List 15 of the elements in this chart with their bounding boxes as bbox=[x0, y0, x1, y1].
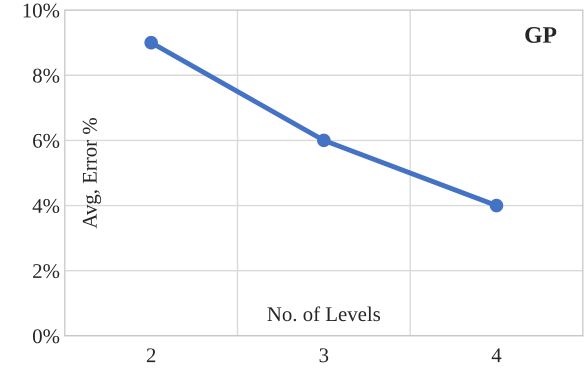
x-tick-label: 3 bbox=[320, 348, 328, 362]
point bbox=[490, 198, 504, 212]
annotation: GP bbox=[525, 27, 556, 43]
y-tick-label: 0% bbox=[32, 329, 60, 344]
x-tick-label: 2 bbox=[146, 348, 156, 362]
x-axis-title: No. of Levels bbox=[267, 306, 380, 322]
y-tick-label: 8% bbox=[32, 68, 60, 83]
y-tick-label: 6% bbox=[33, 134, 60, 148]
x-tick-label: 4 bbox=[492, 348, 502, 362]
y-tick-label: 2% bbox=[33, 264, 60, 278]
y-tick-label: 4% bbox=[32, 198, 60, 214]
point bbox=[317, 134, 331, 148]
y-axis-title: Avg, Error % bbox=[82, 118, 102, 228]
y-tick-label: 10% bbox=[24, 3, 60, 18]
point bbox=[144, 36, 158, 50]
